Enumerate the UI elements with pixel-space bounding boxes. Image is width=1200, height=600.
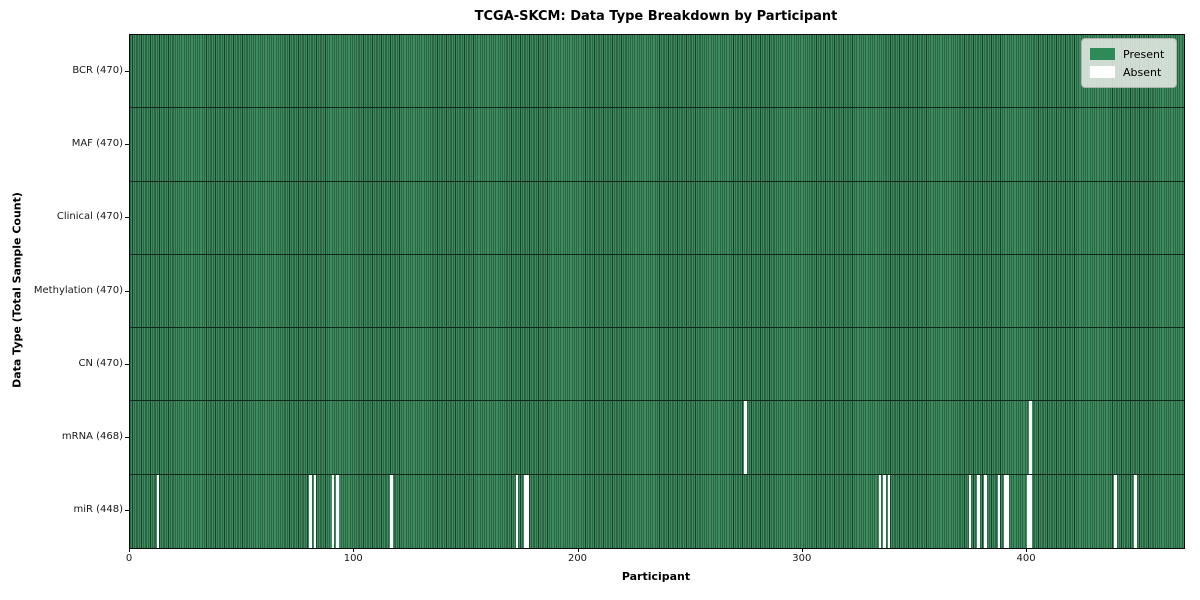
absent-marker (309, 474, 312, 548)
absent-marker (313, 474, 317, 548)
y-tick-mark (125, 290, 129, 292)
y-tick-label: mRNA (468) (61, 431, 123, 443)
absent-marker (526, 474, 530, 548)
y-tick-mark (125, 143, 129, 145)
x-tick-label: 0 (125, 553, 133, 564)
legend-label: Absent (1123, 65, 1162, 79)
absent-marker (1026, 474, 1030, 548)
legend-swatch-present (1090, 48, 1115, 60)
legend-label: Present (1123, 47, 1165, 61)
x-tick-label: 300 (792, 553, 812, 564)
absent-marker (156, 474, 160, 548)
y-tick-label: CN (470) (78, 357, 123, 369)
heatmap-plot (129, 34, 1185, 549)
absent-marker (984, 474, 987, 548)
absent-marker (968, 474, 972, 548)
chart-title: TCGA-SKCM: Data Type Breakdown by Partic… (474, 9, 838, 24)
y-tick-label: Methylation (470) (33, 284, 123, 296)
absent-marker (1029, 401, 1032, 474)
y-tick-label: Clinical (470) (56, 211, 123, 223)
x-tick-mark (1026, 548, 1028, 553)
heatmap-row-cn (130, 328, 1184, 402)
legend-entry: Absent (1090, 64, 1168, 80)
y-tick-label: MAF (470) (71, 137, 123, 149)
absent-marker (997, 474, 1001, 548)
absent-marker (331, 474, 335, 548)
heatmap-row-methylation (130, 254, 1184, 329)
heatmap-row-mir (130, 474, 1184, 548)
x-tick-mark (129, 548, 130, 553)
y-tick-mark (125, 437, 129, 439)
x-tick-mark (353, 548, 355, 553)
absent-marker (878, 474, 882, 548)
y-tick-mark (125, 510, 129, 512)
absent-marker (744, 401, 747, 474)
heatmap-row-clinical (130, 181, 1184, 255)
absent-marker (336, 474, 339, 548)
heatmap-row-maf (130, 108, 1184, 182)
x-axis-label: Participant (621, 570, 691, 583)
y-tick-label: BCR (470) (72, 64, 123, 76)
absent-marker (977, 474, 981, 548)
absent-marker (1006, 474, 1010, 548)
y-tick-mark (125, 363, 129, 365)
absent-marker (887, 474, 891, 548)
x-tick-mark (577, 548, 579, 553)
absent-marker (883, 474, 886, 548)
x-tick-label: 200 (567, 553, 588, 564)
absent-marker (1029, 474, 1032, 548)
absent-marker (1134, 474, 1138, 548)
absent-marker (515, 474, 519, 548)
heatmap-row-mrna (130, 401, 1184, 475)
heatmap-row-bcr (130, 35, 1184, 109)
legend-entry: Present (1090, 46, 1168, 62)
x-tick-mark (801, 548, 803, 553)
y-tick-mark (125, 70, 129, 72)
y-tick-mark (125, 217, 129, 219)
legend: Present Absent (1081, 38, 1177, 88)
absent-marker (524, 474, 528, 548)
absent-marker (1004, 474, 1007, 548)
x-tick-label: 100 (343, 553, 363, 564)
absent-marker (1114, 474, 1117, 548)
legend-swatch-absent (1090, 66, 1115, 78)
absent-marker (389, 474, 393, 548)
y-tick-label: miR (448) (73, 504, 123, 516)
x-tick-label: 400 (1016, 553, 1036, 564)
